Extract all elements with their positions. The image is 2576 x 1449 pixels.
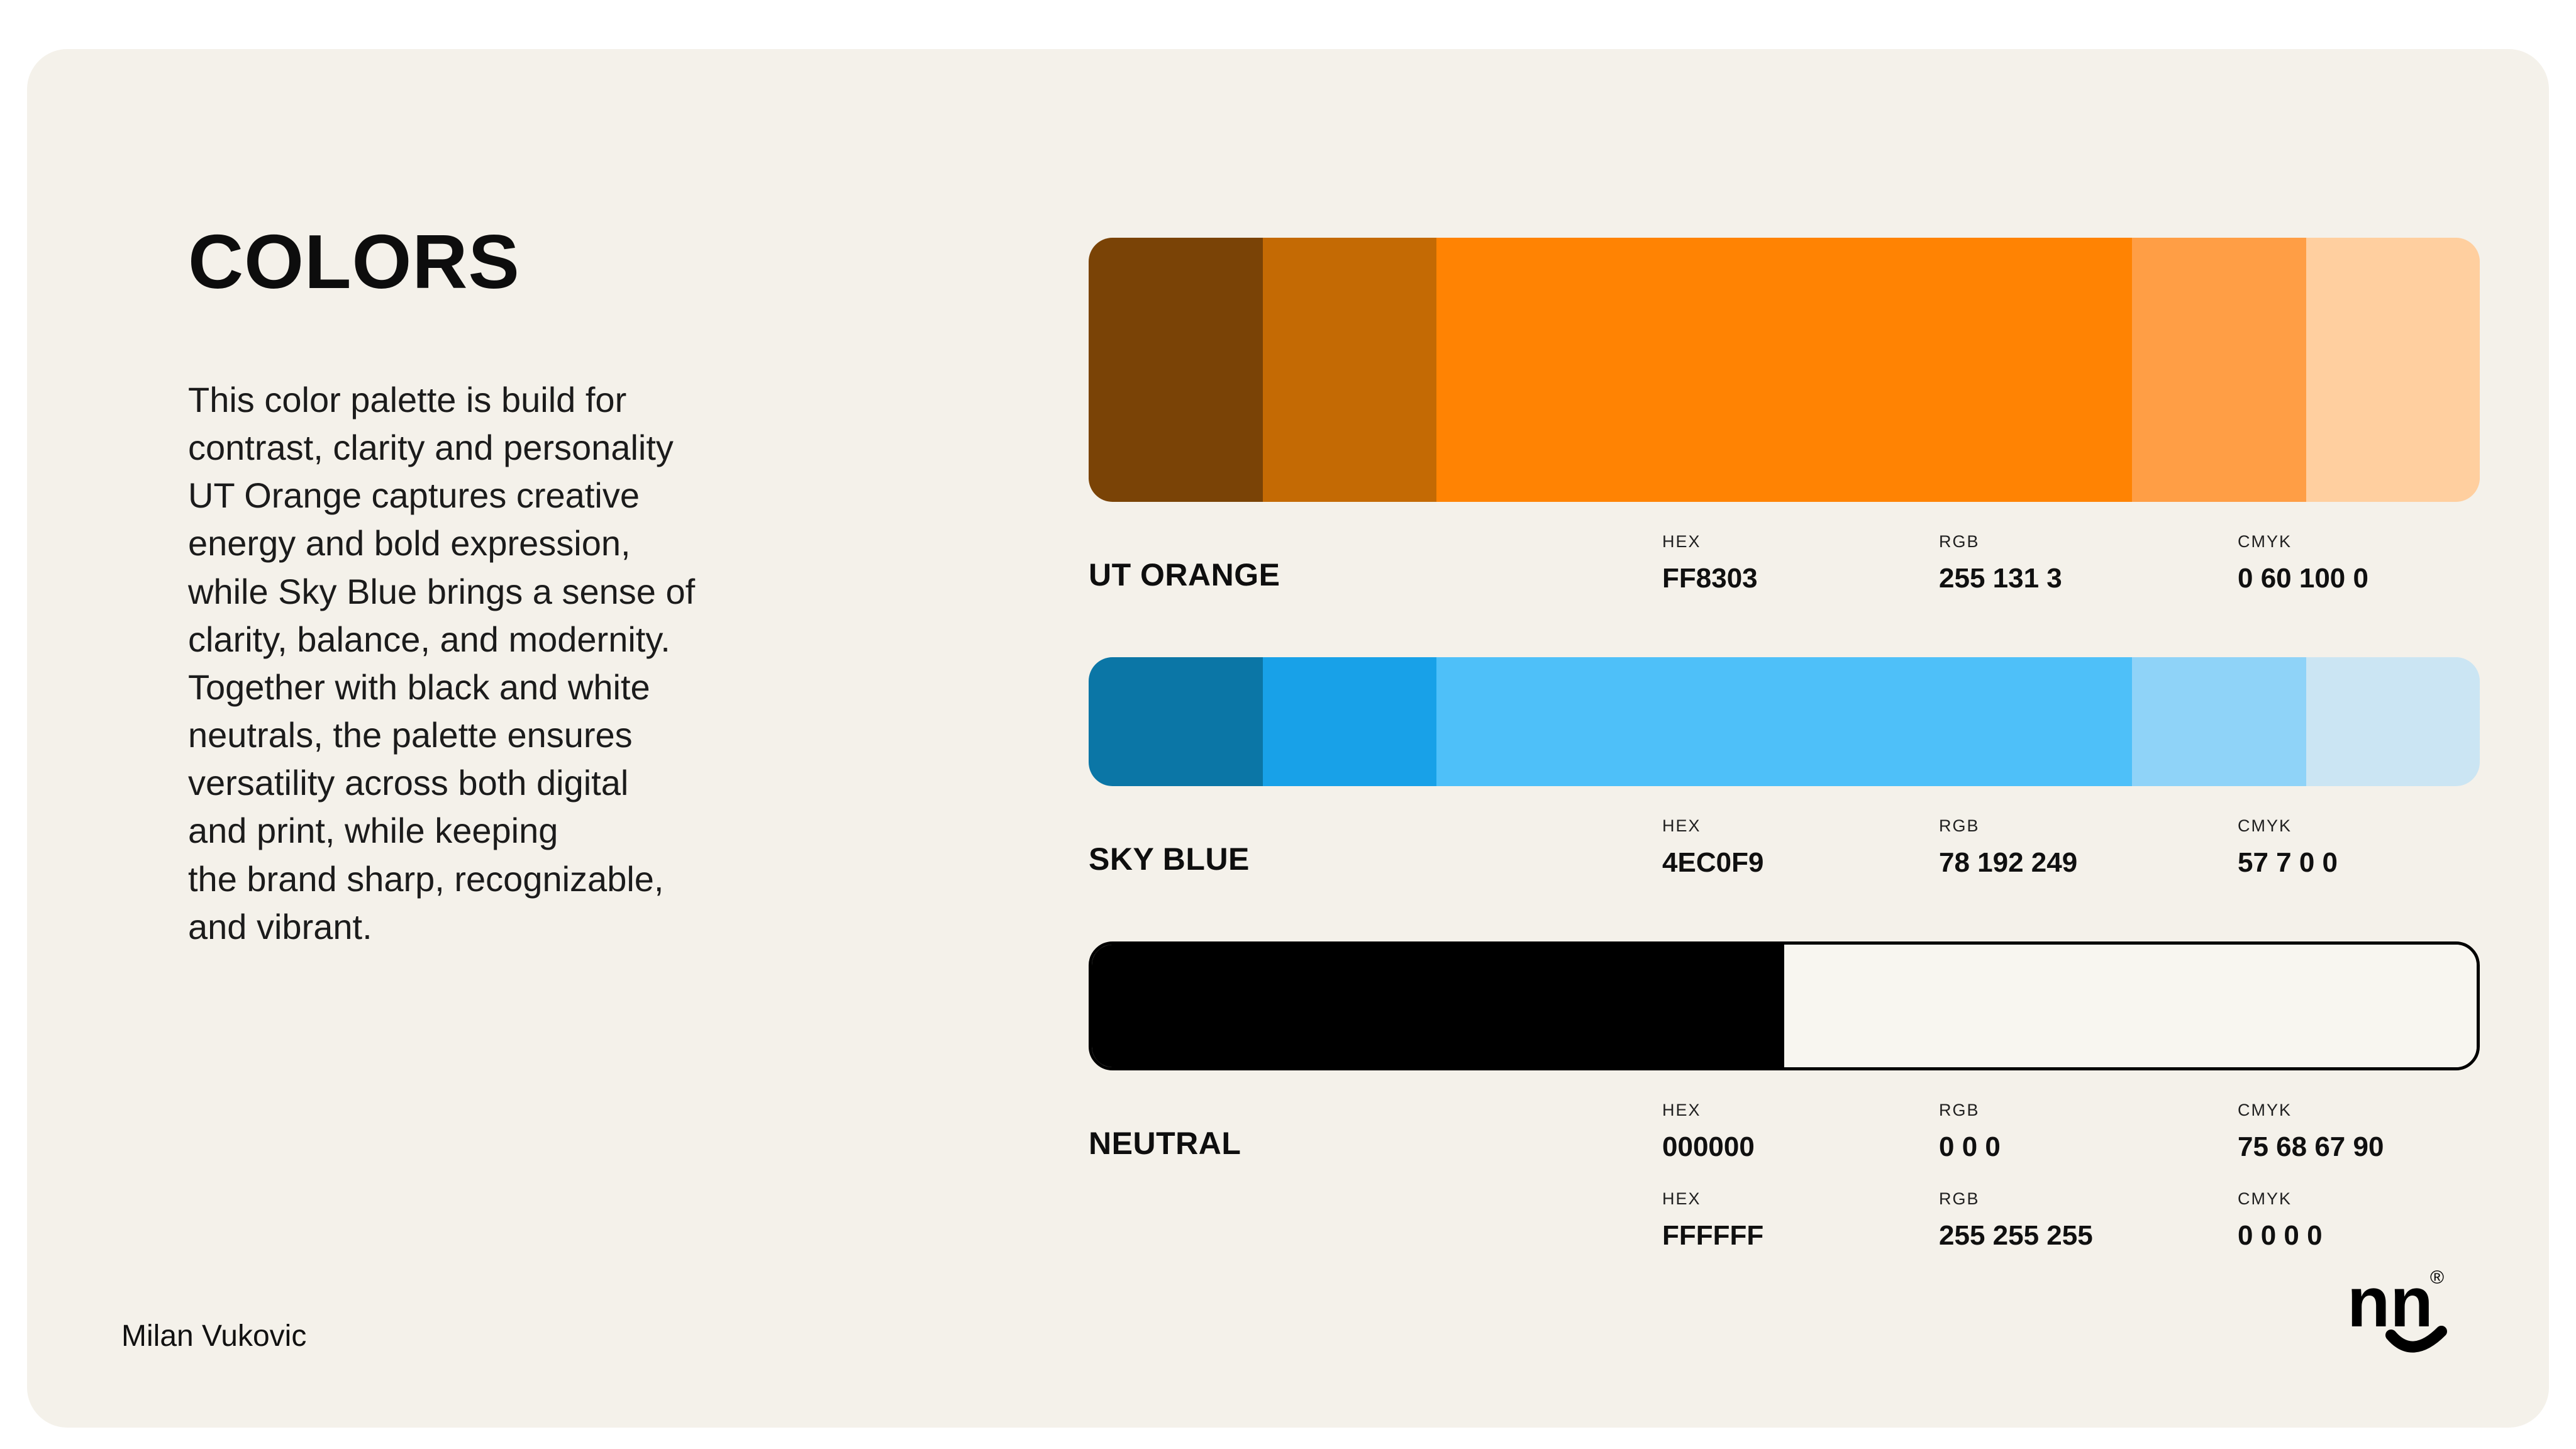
author-name: Milan Vukovic [121,1319,307,1353]
hex-spec: HEX FF8303 [1662,532,1939,594]
cmyk-value: 0 0 0 0 [2238,1220,2323,1251]
hex-spec: HEX 000000 [1662,1101,1939,1163]
ut-orange-swatch-5 [2306,238,2480,502]
hex-label: HEX [1662,532,1701,551]
ut-orange-swatch-3 [1436,238,2132,502]
spec-row-neutral-black: NEUTRAL HEX 000000 RGB 0 0 0 CMYK 75 68 … [1089,1101,2480,1163]
ut-orange-swatch-1 [1089,238,1263,502]
spec-row-neutral-white: HEX FFFFFF RGB 255 255 255 CMYK 0 0 0 0 [1089,1189,2480,1252]
intro-paragraph: This color palette is build for contrast… [188,380,696,947]
rgb-label: RGB [1939,1189,1980,1208]
cmyk-spec: CMYK 75 68 67 90 [2238,1101,2480,1163]
sky-blue-swatch-4 [2132,657,2306,786]
rgb-spec: RGB 0 0 0 [1939,1101,2238,1163]
hex-value: FF8303 [1662,563,1758,594]
cmyk-value: 0 60 100 0 [2238,563,2368,594]
neutral-swatch-black [1092,945,1784,1067]
cmyk-label: CMYK [2238,532,2292,551]
rgb-spec: RGB 255 255 255 [1939,1189,2238,1252]
rgb-value: 0 0 0 [1939,1131,2001,1162]
rgb-label: RGB [1939,532,1980,551]
rgb-value: 78 192 249 [1939,847,2078,878]
palette-name: UT ORANGE [1089,557,1280,592]
neutral-swatch-white [1784,945,2477,1067]
palette-name: SKY BLUE [1089,841,1250,877]
hex-value: FFFFFF [1662,1220,1764,1251]
intro-column: COLORS This color palette is build for c… [188,218,930,951]
palette-name: NEUTRAL [1089,1126,1241,1161]
swatch-bar-sky-blue [1089,657,2480,786]
cmyk-label: CMYK [2238,1101,2292,1119]
palette-sky-blue: SKY BLUE HEX 4EC0F9 RGB 78 192 249 CMYK … [1089,657,2480,879]
palette-name-spacer [1089,1250,1662,1252]
hex-label: HEX [1662,816,1701,835]
palette-neutral: NEUTRAL HEX 000000 RGB 0 0 0 CMYK 75 68 … [1089,941,2480,1252]
sky-blue-swatch-3 [1436,657,2132,786]
rgb-value: 255 255 255 [1939,1220,2093,1251]
sky-blue-swatch-2 [1262,657,1436,786]
hex-spec: HEX 4EC0F9 [1662,816,1939,879]
swatch-bar-ut-orange [1089,238,2480,502]
logo-smile-swoosh [2385,1326,2447,1353]
sky-blue-swatch-1 [1089,657,1263,786]
rgb-label: RGB [1939,1101,1980,1119]
palette-column: UT ORANGE HEX FF8303 RGB 255 131 3 CMYK … [1089,238,2480,1314]
cmyk-label: CMYK [2238,1189,2292,1208]
registered-mark: ® [2430,1267,2444,1288]
cmyk-label: CMYK [2238,816,2292,835]
cmyk-spec: CMYK 0 0 0 0 [2238,1189,2480,1252]
palette-ut-orange: UT ORANGE HEX FF8303 RGB 255 131 3 CMYK … [1089,238,2480,594]
logo-text: nn [2347,1263,2433,1341]
cmyk-spec: CMYK 57 7 0 0 [2238,816,2480,879]
rgb-label: RGB [1939,816,1980,835]
cmyk-value: 57 7 0 0 [2238,847,2338,878]
rgb-value: 255 131 3 [1939,563,2062,594]
spec-row-sky-blue: SKY BLUE HEX 4EC0F9 RGB 78 192 249 CMYK … [1089,816,2480,879]
rgb-spec: RGB 255 131 3 [1939,532,2238,594]
cmyk-spec: CMYK 0 60 100 0 [2238,532,2480,594]
ut-orange-swatch-4 [2132,238,2306,502]
hex-spec: HEX FFFFFF [1662,1189,1939,1252]
sky-blue-swatch-5 [2306,657,2480,786]
page-title: COLORS [188,219,520,304]
cmyk-value: 75 68 67 90 [2238,1131,2384,1162]
swatch-bar-neutral [1089,941,2480,1070]
brand-logo-mark: nn ® [2347,1263,2447,1353]
spec-row-ut-orange: UT ORANGE HEX FF8303 RGB 255 131 3 CMYK … [1089,532,2480,594]
hex-value: 000000 [1662,1131,1755,1162]
ut-orange-swatch-2 [1262,238,1436,502]
brand-colors-card: COLORS This color palette is build for c… [27,49,2549,1428]
brand-logo: nn ® [2346,1262,2456,1372]
hex-label: HEX [1662,1101,1701,1119]
rgb-spec: RGB 78 192 249 [1939,816,2238,879]
hex-label: HEX [1662,1189,1701,1208]
hex-value: 4EC0F9 [1662,847,1764,878]
